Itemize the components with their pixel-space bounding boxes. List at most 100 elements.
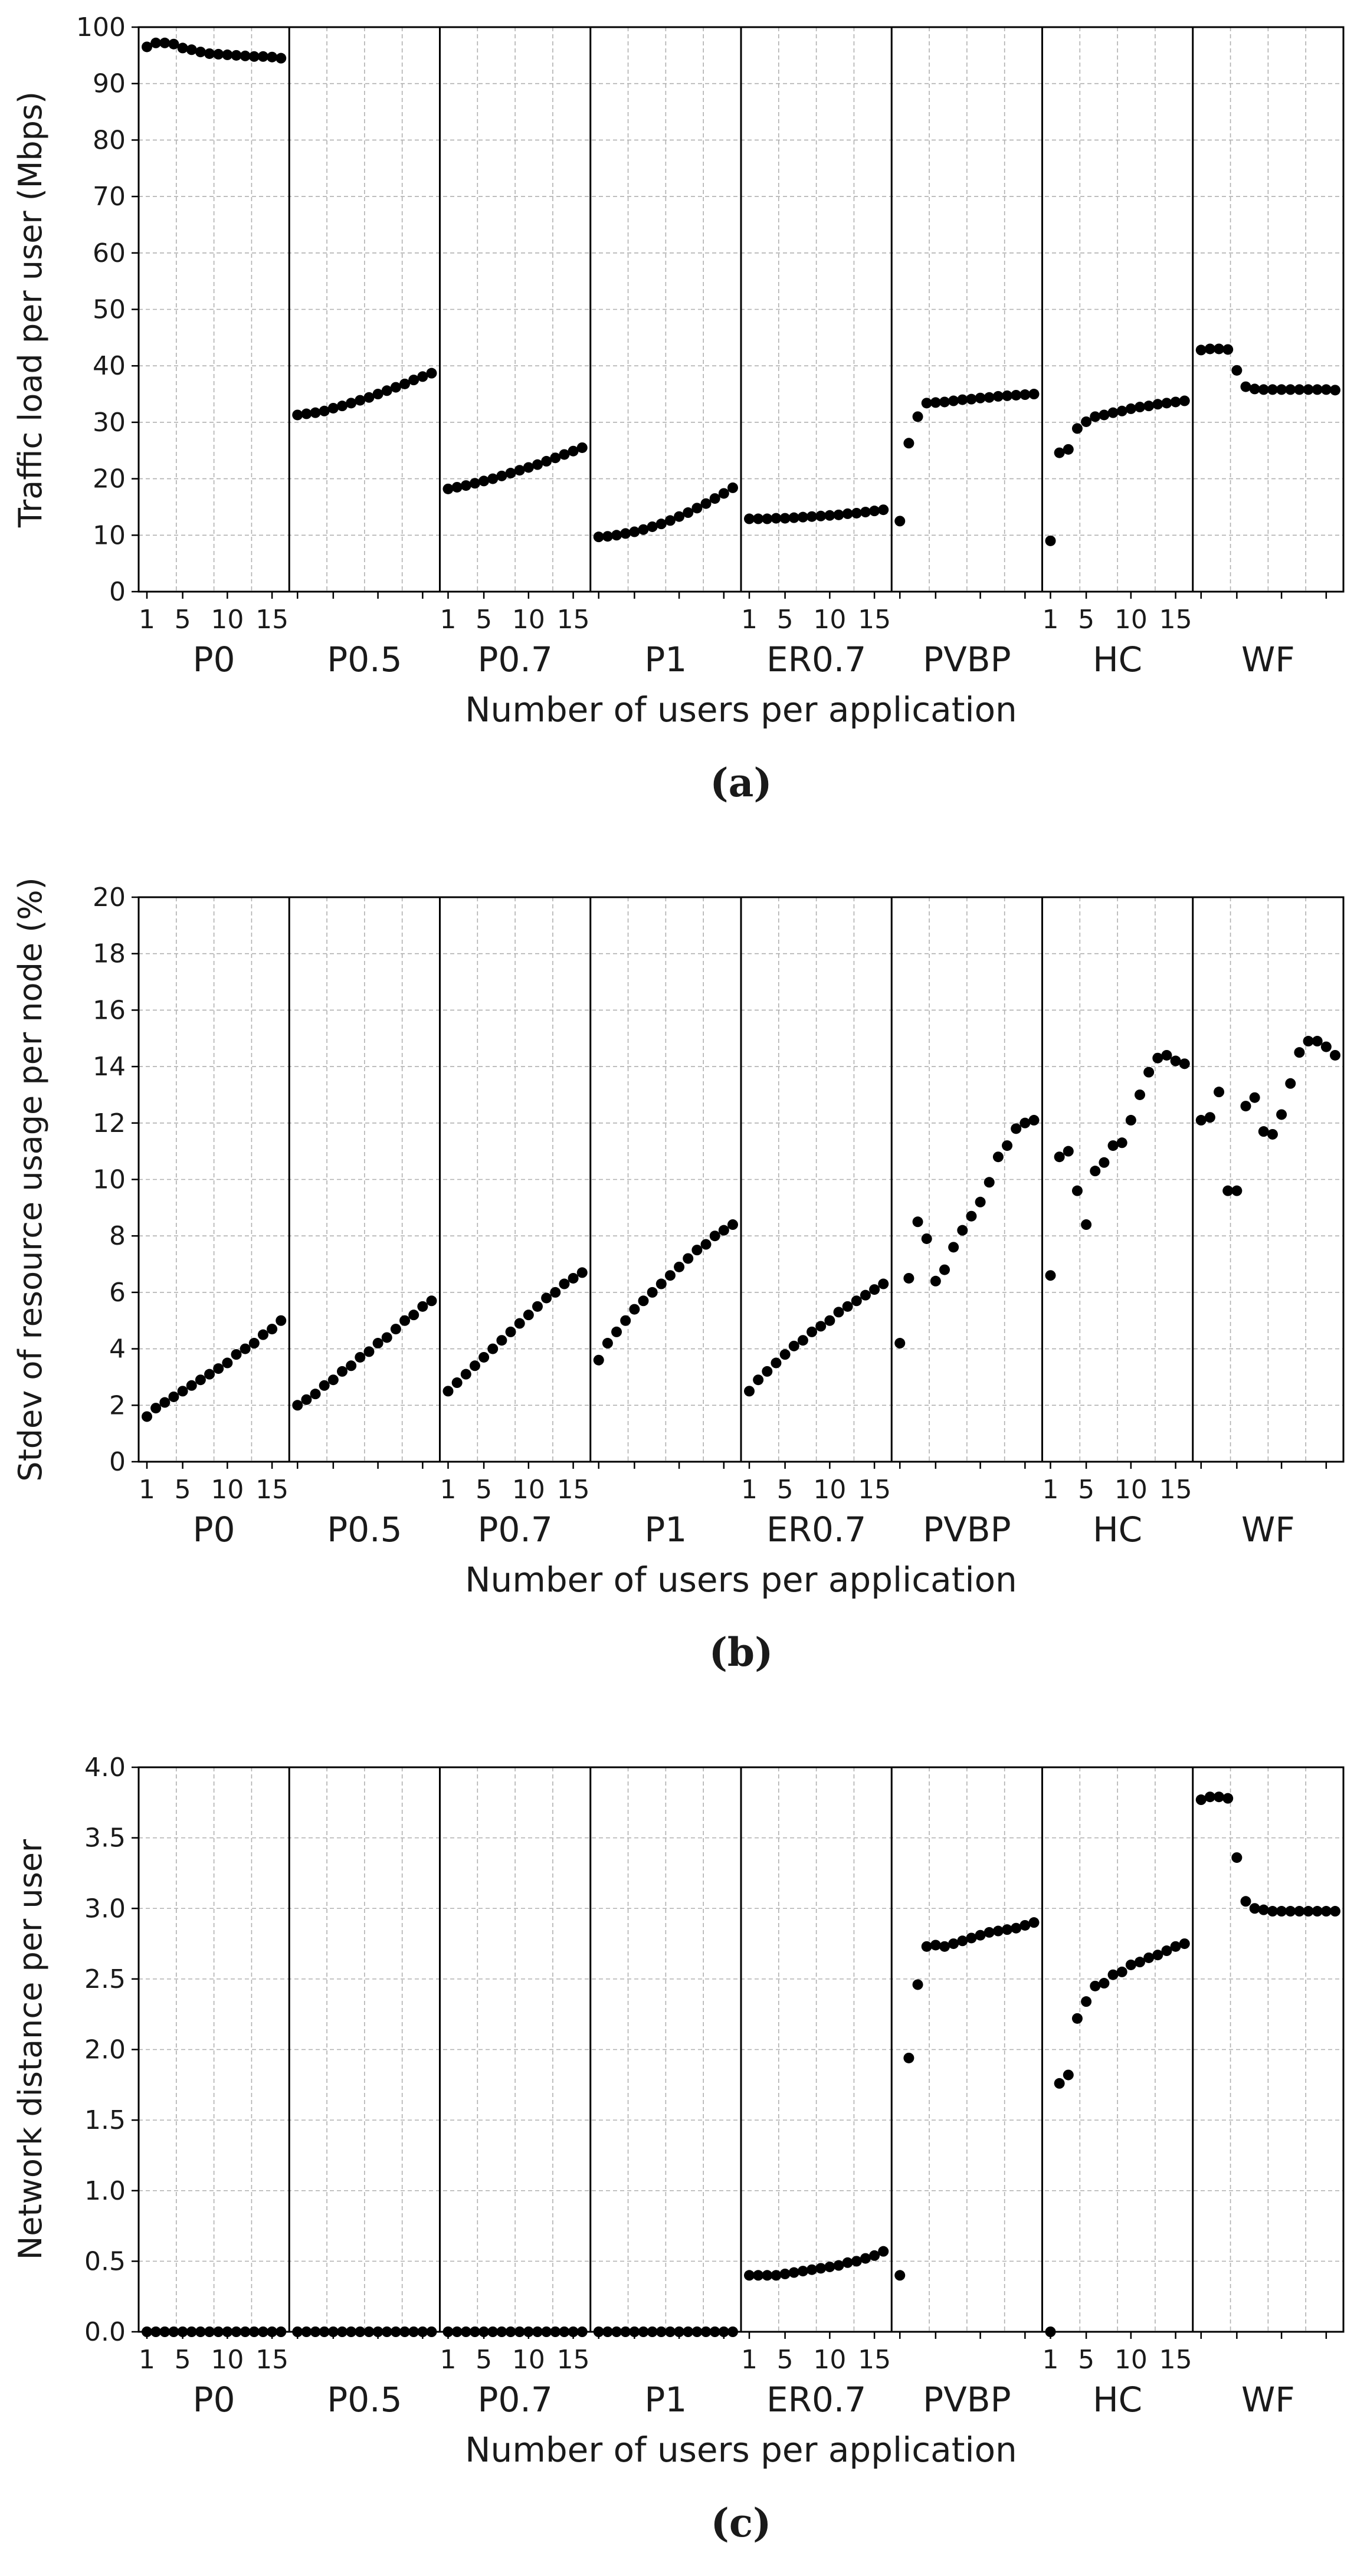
x-tick-label: 10 xyxy=(512,1475,545,1505)
data-point xyxy=(1170,396,1181,408)
panel-caption: (b) xyxy=(709,1629,773,1675)
data-point xyxy=(629,1304,640,1315)
data-point xyxy=(550,1287,561,1298)
data-point xyxy=(762,1366,773,1377)
data-point xyxy=(815,2263,827,2274)
data-point xyxy=(638,1295,649,1307)
data-point xyxy=(213,1363,224,1374)
data-point xyxy=(301,2326,312,2337)
x-tick-label: 10 xyxy=(512,2345,545,2375)
data-point xyxy=(984,1927,995,1938)
data-point xyxy=(478,475,490,487)
data-point xyxy=(514,1318,525,1329)
data-point xyxy=(319,405,330,416)
data-point xyxy=(469,1360,480,1371)
data-point xyxy=(966,1932,977,1944)
y-tick-label: 30 xyxy=(93,408,126,438)
data-point xyxy=(1081,1996,1092,2007)
data-point xyxy=(1204,1112,1215,1123)
data-point xyxy=(593,531,604,543)
data-point xyxy=(301,1394,312,1405)
x-axis-label: Number of users per application xyxy=(465,1560,1017,1600)
x-tick-label: 10 xyxy=(512,605,545,635)
data-point xyxy=(442,483,454,494)
group-label: ER0.7 xyxy=(766,1509,866,1550)
data-point xyxy=(611,2326,622,2337)
data-point xyxy=(700,498,712,509)
data-point xyxy=(788,512,799,523)
data-point xyxy=(550,2326,561,2337)
data-point xyxy=(222,2326,233,2337)
data-point xyxy=(150,1403,162,1414)
data-point xyxy=(327,1374,339,1386)
data-point xyxy=(532,1301,543,1312)
data-point xyxy=(159,37,171,48)
data-point xyxy=(523,2326,534,2337)
data-point xyxy=(1135,1089,1145,1100)
data-point xyxy=(426,2326,437,2337)
data-point xyxy=(1294,1047,1305,1058)
chart-panel-b: 0 2 4 6 8 10 12 14 16 18 20 Stdev of resource usage… xyxy=(12,877,1345,1675)
data-point xyxy=(177,2326,188,2337)
group-label: ER0.7 xyxy=(766,2380,866,2420)
data-point xyxy=(541,455,552,467)
data-point xyxy=(381,385,392,396)
x-tick-label: 5 xyxy=(1078,2345,1094,2375)
data-point xyxy=(257,51,268,62)
y-axis-label: Network distance per user xyxy=(12,1839,49,2260)
data-point xyxy=(718,2326,729,2337)
x-tick-label: 1 xyxy=(139,2345,155,2375)
data-point xyxy=(1161,398,1172,409)
data-point xyxy=(602,1338,613,1349)
data-point xyxy=(1002,1140,1013,1151)
data-point xyxy=(1071,2013,1083,2024)
data-point xyxy=(496,1335,507,1346)
data-point xyxy=(257,1329,268,1340)
data-point xyxy=(1054,2078,1065,2089)
data-point xyxy=(921,1941,932,1952)
x-tick-label: 15 xyxy=(255,1475,289,1505)
data-point xyxy=(355,2326,366,2337)
data-point xyxy=(442,1386,454,1397)
x-tick-label: 10 xyxy=(813,2345,846,2375)
data-point xyxy=(939,1941,950,1952)
group-label: WF xyxy=(1241,639,1295,680)
data-point xyxy=(1143,1067,1155,1078)
data-point xyxy=(1045,2326,1056,2337)
x-tick-label: 15 xyxy=(858,605,891,635)
data-point xyxy=(276,1315,287,1326)
data-point xyxy=(1116,405,1127,416)
data-point xyxy=(267,51,278,63)
data-point xyxy=(1258,1904,1269,1915)
group-label: P1 xyxy=(644,1509,687,1550)
data-point xyxy=(992,1925,1004,1937)
data-point xyxy=(204,2326,215,2337)
data-point xyxy=(1161,1049,1172,1061)
data-point xyxy=(1011,1922,1022,1934)
y-tick-label: 2.5 xyxy=(84,1964,126,1994)
data-point xyxy=(629,526,640,537)
data-point xyxy=(1330,385,1340,396)
data-point xyxy=(541,1292,552,1304)
data-point xyxy=(753,1374,764,1386)
data-point xyxy=(1285,1906,1296,1917)
x-tick-label: 15 xyxy=(557,2345,590,2375)
data-point xyxy=(842,2257,853,2268)
data-point xyxy=(381,1332,392,1343)
data-point xyxy=(363,2326,375,2337)
data-point xyxy=(683,2326,694,2337)
x-tick-label: 5 xyxy=(175,2345,191,2375)
data-point xyxy=(824,1315,835,1326)
data-point xyxy=(815,1321,827,1332)
data-point xyxy=(1285,1078,1296,1089)
x-tick-label: 1 xyxy=(1043,2345,1059,2375)
data-point xyxy=(159,1397,171,1408)
data-point xyxy=(860,2253,871,2264)
data-point xyxy=(851,507,862,519)
group-label: P0.7 xyxy=(478,1509,553,1550)
data-point xyxy=(744,1386,755,1397)
data-point xyxy=(390,1324,401,1335)
data-point xyxy=(204,48,215,59)
data-point xyxy=(319,2326,330,2337)
data-point xyxy=(797,2266,808,2277)
